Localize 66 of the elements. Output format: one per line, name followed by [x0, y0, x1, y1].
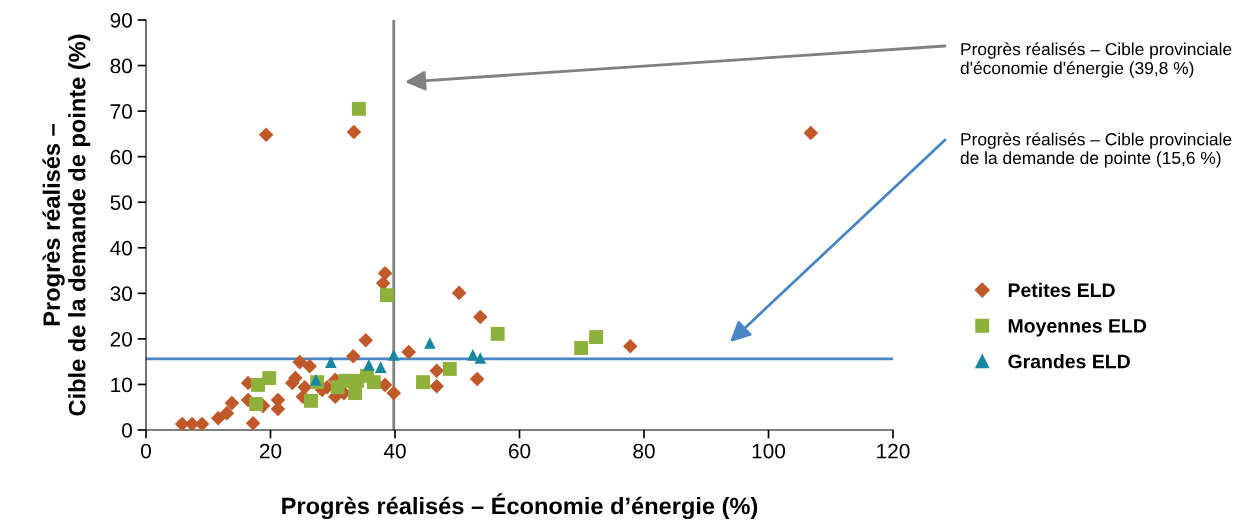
point — [429, 378, 444, 394]
point — [451, 285, 467, 301]
point — [219, 405, 235, 421]
legend-label: Moyennes ELD — [1008, 319, 1147, 337]
y-tick-label: 10 — [111, 377, 132, 393]
point — [224, 395, 240, 411]
point — [245, 415, 261, 430]
x-tick-label: 20 — [259, 443, 282, 459]
y-tick-label: 90 — [110, 13, 132, 28]
y-tick-label: 70 — [110, 104, 132, 119]
point — [348, 386, 363, 401]
point — [589, 330, 604, 345]
point — [377, 266, 393, 281]
x-axis-title: Progrès réalisés – Économie d’énergie (%) — [282, 493, 758, 520]
point — [325, 356, 337, 368]
text: Progrès réalisés – Cible provinciale d'économie d'énergie (39,8 %) — [960, 42, 1232, 78]
text: Progrès réalisés – Cible provinciale de la demande de pointe (15,6 %) — [960, 132, 1232, 168]
point — [292, 354, 308, 370]
point — [346, 124, 362, 140]
point — [210, 410, 226, 426]
y-axis-title: Progrès réalisés – Cible de la demande de pointe (%) — [42, 34, 91, 416]
point — [258, 127, 274, 143]
point — [416, 375, 430, 390]
point — [375, 276, 391, 291]
point — [374, 361, 387, 373]
point — [490, 326, 505, 341]
point — [386, 385, 402, 401]
point — [346, 348, 361, 364]
x-tick-label: 0 — [141, 443, 151, 459]
legend-label: Grandes ELD — [1008, 354, 1130, 369]
y-tick-label: 50 — [110, 195, 132, 210]
point — [474, 352, 487, 364]
point — [401, 344, 416, 360]
point — [351, 101, 366, 116]
x-tick-label: 40 — [383, 443, 406, 459]
x-tick-label: 120 — [877, 443, 910, 459]
point — [429, 363, 444, 379]
y-tick-label: 40 — [110, 240, 132, 256]
point — [424, 337, 436, 349]
point — [469, 371, 485, 387]
y-tick-label: 80 — [110, 58, 132, 74]
point — [363, 359, 375, 371]
point — [467, 349, 479, 361]
point — [358, 332, 374, 348]
point — [304, 393, 318, 408]
point — [249, 397, 264, 411]
point — [366, 375, 381, 390]
y-tick-label: 30 — [110, 286, 132, 302]
point — [302, 358, 317, 374]
point — [442, 362, 457, 376]
x-tick-label: 80 — [633, 443, 655, 459]
point — [310, 374, 322, 386]
x-tick-label: 100 — [752, 443, 786, 459]
y-tick-label: 60 — [110, 149, 132, 165]
point — [623, 338, 638, 354]
point — [803, 125, 819, 141]
x-tick-label: 60 — [508, 443, 531, 459]
legend-label: Petites ELD — [1008, 282, 1115, 298]
point — [387, 349, 400, 361]
point — [473, 309, 488, 325]
y-tick-label: 20 — [110, 331, 132, 347]
point — [262, 371, 277, 386]
y-tick-label: 0 — [122, 423, 132, 438]
point — [574, 341, 589, 355]
point — [297, 379, 313, 395]
point — [379, 288, 394, 303]
